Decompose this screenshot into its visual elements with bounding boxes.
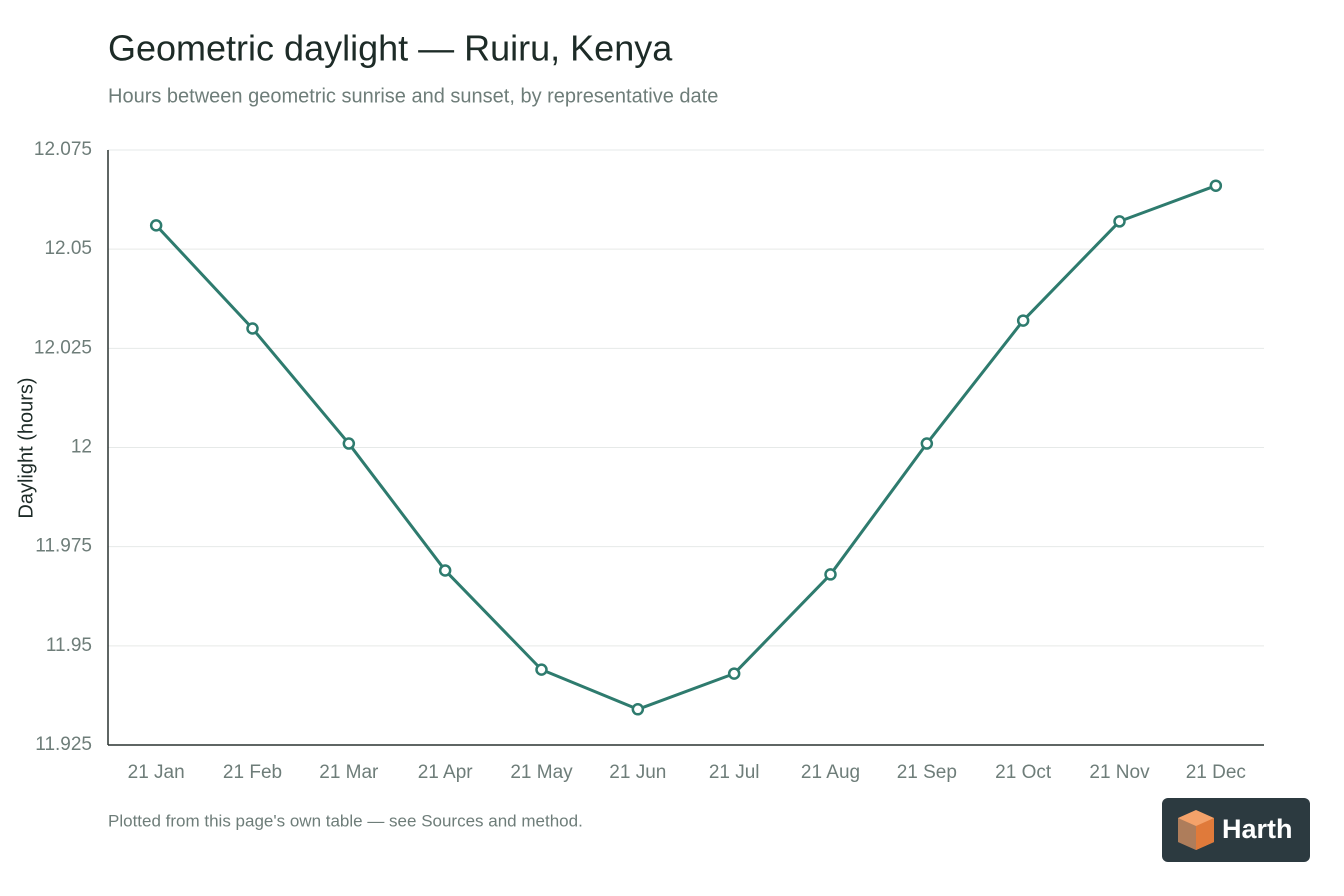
y-tick-label: 11.925 [35,734,92,755]
x-tick-label: 21 May [510,762,573,783]
data-point [920,437,934,450]
data-point [535,663,548,676]
data-point [342,437,356,450]
footnote: Plotted from this page's own table — see… [108,811,583,830]
badge-text: Harth [1222,814,1293,844]
y-axis-label: Daylight (hours) [15,377,37,518]
y-tick-label: 11.95 [46,635,92,656]
y-tick-label: 12 [71,437,92,458]
data-point [149,219,163,232]
x-tick-label: 21 Jan [128,762,185,783]
x-tick-label: 21 Nov [1089,762,1150,783]
x-tick-label: 21 Aug [801,762,860,783]
data-line [155,184,1217,711]
chart-subtitle: Hours between geometric sunrise and suns… [108,85,718,107]
data-point [246,322,259,335]
y-tick-label: 11.975 [35,536,92,557]
y-tick-label: 12.075 [34,139,92,160]
badge-icon-side [1196,818,1214,850]
chart-title: Geometric daylight — Ruiru, Kenya [108,28,673,69]
y-tick-label: 12.05 [44,238,92,259]
x-tick-label: 21 Sep [897,762,957,783]
x-tick-label: 21 Dec [1186,762,1246,783]
data-point [438,564,452,577]
x-tick-label: 21 Apr [418,762,474,783]
badge-icon-shade [1178,818,1196,850]
x-tick-label: 21 Oct [995,762,1052,783]
data-point [1016,314,1030,327]
x-tick-label: 21 Jul [709,762,760,783]
data-point [824,568,837,581]
data-point [631,703,645,716]
x-tick-label: 21 Jun [609,762,666,783]
data-point [727,667,741,680]
data-point [1209,179,1223,192]
x-tick-label: 21 Feb [223,762,282,783]
data-point [1113,215,1126,228]
brand-badge: Harth [1162,798,1310,862]
x-tick-label: 21 Mar [319,762,379,783]
y-tick-label: 12.025 [34,337,92,358]
